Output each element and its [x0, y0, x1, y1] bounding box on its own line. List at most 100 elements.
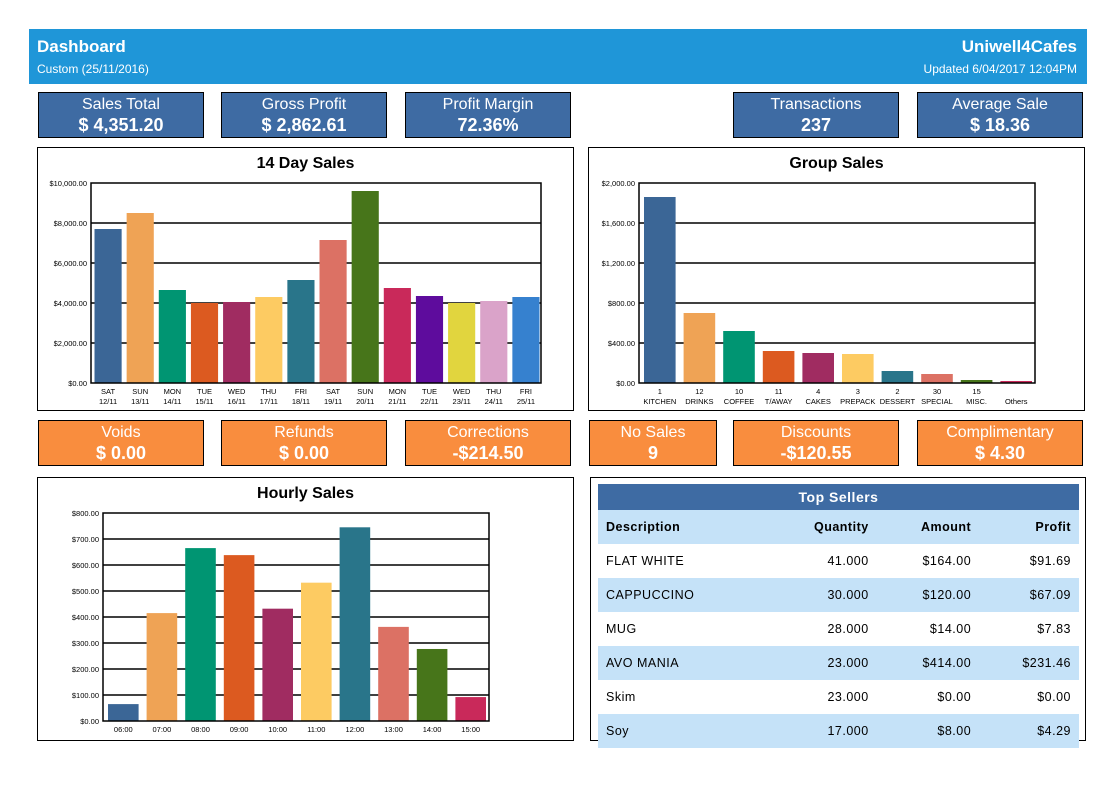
brand-name: Uniwell4Cafes	[961, 37, 1077, 56]
kpi-value: 237	[800, 115, 832, 135]
x-tick-label: 21/11	[388, 397, 406, 406]
x-tick-label: COFFEE	[724, 397, 754, 406]
x-tick-label: TUE	[422, 387, 437, 396]
kpi-discounts: Discounts -$120.55	[733, 420, 899, 466]
x-tick-label: TUE	[197, 387, 212, 396]
x-tick-label: 14:00	[423, 725, 442, 734]
cell-quantity: 17.000	[766, 714, 877, 748]
y-tick-label: $100.00	[72, 691, 99, 700]
kpi-no-sales: No Sales 9	[589, 420, 717, 466]
bar	[723, 331, 755, 383]
cell-description: FLAT WHITE	[606, 554, 685, 568]
y-tick-label: $2,000.00	[54, 339, 87, 348]
y-tick-label: $700.00	[72, 535, 99, 544]
x-tick-label: 19/11	[324, 397, 342, 406]
bar	[448, 303, 476, 383]
kpi-label: Discounts	[780, 424, 852, 441]
bar	[881, 371, 914, 383]
cell-amount: $14.00	[929, 622, 972, 636]
x-tick-label: WED	[453, 387, 471, 396]
cell-description: AVO MANIA	[598, 646, 767, 680]
x-tick-label: FRI	[295, 387, 307, 396]
bar	[762, 351, 795, 383]
bar	[378, 626, 409, 721]
kpi-refunds: Refunds $ 0.00	[221, 420, 387, 466]
x-tick-label: 17/11	[260, 397, 278, 406]
y-tick-label: $4,000.00	[54, 299, 87, 308]
y-tick-label: $1,200.00	[602, 259, 635, 268]
x-tick-label: 16/11	[228, 397, 246, 406]
bar	[94, 229, 122, 383]
table-row[interactable]: Skim 23.000 $0.00 $0.00	[598, 680, 1079, 714]
kpi-value: $ 4.30	[974, 443, 1026, 463]
bar	[644, 197, 676, 383]
x-tick-label: MON	[389, 387, 407, 396]
x-tick-label: SUN	[132, 387, 148, 396]
bar	[842, 354, 874, 383]
bar	[921, 374, 953, 383]
kpi-label: Average Sale	[952, 96, 1048, 113]
kpi-value: $ 0.00	[278, 443, 330, 463]
bar	[1000, 381, 1032, 383]
plot-area-frame	[638, 182, 1036, 384]
column-header-description[interactable]: Description	[598, 510, 767, 544]
cell-amount: $120.00	[876, 578, 980, 612]
kpi-label: Corrections	[447, 424, 529, 441]
cell-amount: $8.00	[876, 714, 980, 748]
y-tick-label: $800.00	[608, 299, 635, 308]
y-tick-label: $6,000.00	[54, 259, 87, 268]
kpi-corrections: Corrections -$214.50	[405, 420, 571, 466]
bar	[255, 297, 283, 383]
chart-hourly-sales: Hourly Sales $0.00 $100.00 $200.00 $300.00 $…	[37, 477, 574, 741]
cell-quantity: 23.000	[827, 690, 869, 704]
x-tick-label: SUN	[357, 387, 373, 396]
cell-description: Soy	[598, 714, 767, 748]
x-tick-label: 10	[735, 387, 743, 396]
bar	[108, 704, 139, 721]
cell-amount: $164.00	[922, 554, 972, 568]
x-tick-label: DESSERT	[880, 397, 916, 406]
column-header-amount[interactable]: Amount	[876, 510, 980, 544]
cell-quantity: 23.000	[766, 646, 877, 680]
x-tick-label: 06:00	[114, 725, 133, 734]
column-header-quantity[interactable]: Quantity	[766, 510, 877, 544]
chart-group-sales: Group Sales $0.00 $400.00 $800.00 $1,200.00…	[588, 147, 1085, 411]
x-tick-label: 13:00	[384, 725, 403, 734]
x-tick-label: 11:00	[307, 725, 325, 734]
table-row[interactable]: CAPPUCCINO 30.000 $120.00 $67.09	[598, 578, 1079, 612]
y-tick-label: $0.00	[68, 379, 87, 388]
kpi-label: Profit Margin	[442, 96, 534, 113]
bar	[319, 240, 347, 383]
cell-profit: $231.46	[979, 646, 1079, 680]
x-tick-label: T/AWAY	[765, 397, 793, 406]
column-header-profit[interactable]: Profit	[979, 510, 1079, 544]
x-tick-label: 10:00	[268, 725, 287, 734]
x-tick-label: FRI	[520, 387, 532, 396]
y-tick-label: $10,000.00	[49, 179, 87, 188]
table-row[interactable]: MUG 28.000 $14.00 $7.83	[598, 612, 1079, 646]
bar	[223, 302, 251, 383]
table-row[interactable]: Soy 17.000 $8.00 $4.29	[598, 714, 1079, 748]
x-tick-label: 22/11	[420, 397, 438, 406]
plot-area-frame	[90, 182, 542, 384]
x-tick-label: 11	[775, 387, 783, 396]
bar	[351, 191, 379, 383]
bar	[415, 296, 444, 383]
bar	[223, 555, 255, 721]
kpi-label: Refunds	[274, 424, 334, 441]
chart-title: Group Sales	[789, 155, 884, 172]
table-row[interactable]: AVO MANIA 23.000 $414.00 $231.46	[598, 646, 1079, 680]
page-title: Dashboard	[37, 37, 126, 56]
x-tick-label: 12/11	[99, 397, 117, 406]
bar	[683, 313, 716, 383]
x-tick-label: SAT	[101, 387, 115, 396]
x-tick-label: SPECIAL	[921, 397, 953, 406]
table-row[interactable]: FLAT WHITE 41.000 $164.00 $91.69	[598, 544, 1079, 578]
x-tick-label: 18/11	[292, 397, 310, 406]
kpi-label: Sales Total	[82, 96, 160, 113]
chart-14-day-sales: 14 Day Sales $0.00 $2,000.00 $4,000.00 $6,0…	[37, 147, 574, 411]
x-tick-label: 13/11	[131, 397, 149, 406]
y-tick-label: $0.00	[616, 379, 635, 388]
bar	[262, 608, 293, 721]
x-tick-label: 2	[895, 387, 899, 396]
